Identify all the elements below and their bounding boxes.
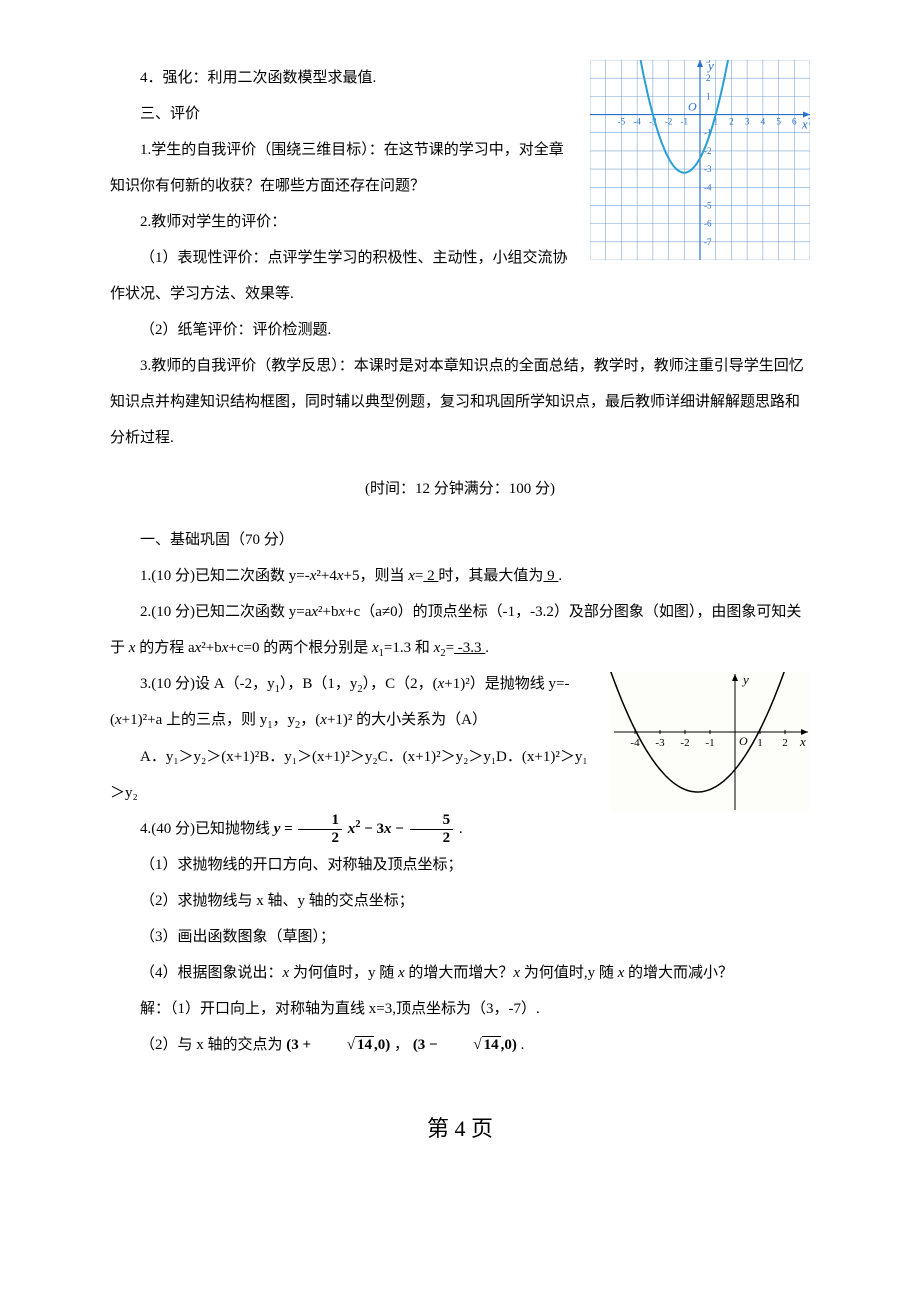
svg-text:x: x bbox=[801, 117, 808, 132]
q2-f: +c=0 的两个根分别是 bbox=[228, 640, 372, 656]
solution-2: （2）与 x 轴的交点为 (3 + 14,0) ， (3 − 14,0) . bbox=[110, 1027, 810, 1063]
svg-text:1: 1 bbox=[757, 737, 763, 749]
svg-text:-2: -2 bbox=[680, 737, 689, 749]
q2-i: . bbox=[485, 640, 489, 656]
q4-sub-2: （2）求抛物线与 x 轴、y 轴的交点坐标； bbox=[110, 883, 810, 919]
q3-c: ），C（2，( bbox=[363, 676, 438, 692]
answer-blank-2: 9 bbox=[543, 568, 558, 584]
q4-4e: 的增大而减小？ bbox=[624, 965, 733, 981]
svg-text:6: 6 bbox=[792, 117, 797, 127]
q3-f: ，y bbox=[273, 712, 296, 728]
var-x: x bbox=[115, 712, 122, 728]
svg-text:5: 5 bbox=[776, 117, 781, 127]
q4-4b: 为何值时，y 随 bbox=[289, 965, 398, 981]
q2-e: +b bbox=[206, 640, 222, 656]
svg-text:O: O bbox=[739, 734, 748, 748]
page-footer: 第 4 页 bbox=[110, 1103, 810, 1156]
sol2-a: （2）与 x 轴的交点为 bbox=[140, 1037, 283, 1053]
chart-grid-parabola: -5-4-3-2-11234567321-1-2-3-4-5-6-7 y x O bbox=[590, 60, 810, 274]
radicand-2: 14 bbox=[482, 1036, 501, 1053]
q2-d: 的方程 a bbox=[135, 640, 194, 656]
svg-text:-1: -1 bbox=[705, 737, 714, 749]
svg-text:-3: -3 bbox=[704, 164, 712, 174]
var-x: x bbox=[372, 640, 379, 656]
svg-text:2: 2 bbox=[706, 73, 711, 83]
q1-text-c: +5，则当 bbox=[344, 568, 409, 584]
q4-sub-4: （4）根据图象说出：x 为何值时，y 随 x 的增大而增大？x 为何值时,y 随… bbox=[110, 955, 810, 991]
svg-text:-4: -4 bbox=[630, 737, 640, 749]
svg-text:4: 4 bbox=[761, 117, 766, 127]
var-x: x bbox=[320, 712, 327, 728]
question-1: 1.(10 分)已知二次函数 y=-x²+4x+5，则当 x= 2 时，其最大值… bbox=[110, 558, 810, 594]
svg-text:y: y bbox=[741, 672, 749, 687]
svg-text:2: 2 bbox=[782, 737, 788, 749]
eq-equals: = bbox=[284, 821, 296, 837]
svg-text:-5: -5 bbox=[618, 117, 626, 127]
q3-h: +1)² 的大小关系为（A） bbox=[327, 712, 487, 728]
answer-blank-3: -3.3 bbox=[454, 640, 485, 656]
section-1-heading: 一、基础巩固（70 分） bbox=[110, 522, 810, 558]
chart-plain-parabola: -4 -3 -2 -1 1 2 y x O bbox=[610, 672, 810, 826]
svg-text:2: 2 bbox=[729, 117, 734, 127]
q4-4d: 为何值时,y 随 bbox=[520, 965, 618, 981]
svg-text:-4: -4 bbox=[633, 117, 641, 127]
para-eval-3: 3.教师的自我评价（教学反思）：本课时是对本章知识点的全面总结，教学时，教师注重… bbox=[110, 348, 810, 456]
svg-text:-2: -2 bbox=[665, 117, 673, 127]
q2-h: = bbox=[446, 640, 454, 656]
radicand-1: 14 bbox=[355, 1036, 374, 1053]
svg-text:y: y bbox=[706, 60, 714, 73]
eq-dot: . bbox=[459, 821, 463, 837]
timing-line: (时间：12 分钟满分：100 分) bbox=[110, 471, 810, 507]
eq-y: y bbox=[274, 821, 281, 837]
fraction-half: 12 bbox=[298, 812, 342, 846]
root-point-2: (3 − 14,0) bbox=[413, 1037, 521, 1053]
var-x: x bbox=[311, 604, 318, 620]
sol2-dot: . bbox=[521, 1037, 525, 1053]
svg-text:-3: -3 bbox=[655, 737, 665, 749]
q2-a: 2.(10 分)已知二次函数 y=a bbox=[140, 604, 311, 620]
q1-text: 1.(10 分)已知二次函数 y=- bbox=[140, 568, 310, 584]
q3-e: +1)²+a 上的三点，则 y bbox=[122, 712, 268, 728]
var-x: x bbox=[408, 568, 415, 584]
q3-g: ，( bbox=[300, 712, 320, 728]
var-x: x bbox=[195, 640, 202, 656]
para-eval-2-2: （2）纸笔评价：评价检测题. bbox=[110, 312, 810, 348]
q2-g: =1.3 和 bbox=[384, 640, 434, 656]
svg-text:-5: -5 bbox=[704, 200, 712, 210]
sol2-p1b: ,0) bbox=[374, 1037, 390, 1053]
sol2-comma: ， bbox=[394, 1037, 409, 1053]
q3-b: ），B（1，y bbox=[280, 676, 358, 692]
svg-text:O: O bbox=[688, 100, 697, 114]
q4-sub-3: （3）画出函数图象（草图）； bbox=[110, 919, 810, 955]
q4-4c: 的增大而增大？ bbox=[405, 965, 514, 981]
svg-text:-1: -1 bbox=[681, 117, 689, 127]
q4-sub-1: （1）求抛物线的开口方向、对称轴及顶点坐标； bbox=[110, 847, 810, 883]
solution-1: 解：（1）开口向上，对称轴为直线 x=3,顶点坐标为（3，-7）. bbox=[110, 991, 810, 1027]
svg-text:-7: -7 bbox=[704, 237, 712, 247]
q4-lead: 4.(40 分)已知抛物线 bbox=[140, 821, 274, 837]
q1-text-f: . bbox=[558, 568, 562, 584]
svg-text:3: 3 bbox=[745, 117, 750, 127]
answer-blank-1: 2 bbox=[423, 568, 438, 584]
q4-4a: （4）根据图象说出： bbox=[140, 965, 283, 981]
var-x: x bbox=[337, 568, 344, 584]
sol2-p1a: (3 + bbox=[286, 1037, 315, 1053]
q1-text-e: 时，其最大值为 bbox=[438, 568, 543, 584]
var-x: x bbox=[398, 965, 405, 981]
svg-text:7: 7 bbox=[808, 117, 810, 127]
q1-text-b: +4 bbox=[321, 568, 337, 584]
sol2-p2a: (3 − bbox=[413, 1037, 442, 1053]
svg-text:-6: -6 bbox=[704, 219, 712, 229]
svg-text:x: x bbox=[799, 734, 806, 749]
q2-b: +b bbox=[323, 604, 339, 620]
fraction-five-half: 52 bbox=[410, 812, 454, 846]
svg-text:-4: -4 bbox=[704, 182, 712, 192]
svg-text:1: 1 bbox=[706, 91, 711, 101]
q3-a: 3.(10 分)设 A（-2，y bbox=[140, 676, 275, 692]
eq-minus-3x: − 3x − bbox=[364, 821, 407, 837]
sol2-p2b: ,0) bbox=[501, 1037, 517, 1053]
root-point-1: (3 + 14,0) bbox=[286, 1037, 394, 1053]
var-x: x bbox=[310, 568, 317, 584]
question-2: 2.(10 分)已知二次函数 y=ax²+bx+c（a≠0）的顶点坐标（-1，-… bbox=[110, 594, 810, 666]
